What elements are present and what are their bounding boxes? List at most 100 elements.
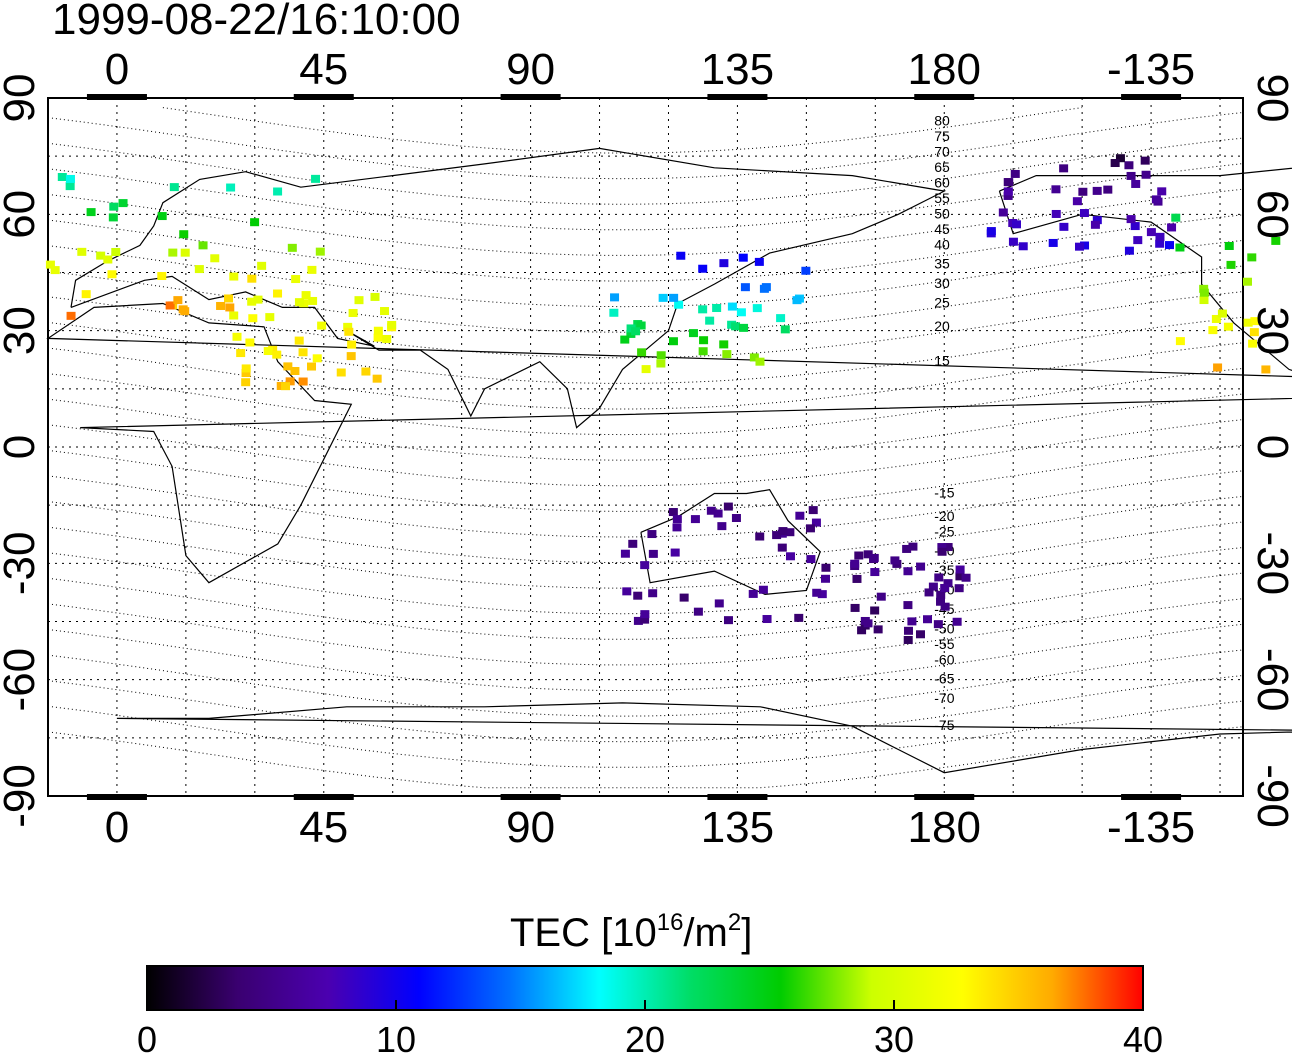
tec-observation (738, 253, 748, 262)
tec-observation (754, 257, 764, 266)
tec-observation (854, 551, 864, 560)
tec-observation (806, 555, 816, 564)
tec-observation (317, 321, 327, 330)
bottom-longitude-tick: 135 (701, 803, 774, 852)
tec-observation (820, 574, 830, 583)
contour-label: -25 (934, 523, 954, 539)
tec-observation (690, 515, 700, 524)
right-latitude-axis: 90 60 30 0 -30 -60 -90 (1248, 74, 1292, 828)
tec-observation (1146, 228, 1156, 237)
contour-label: 60 (934, 174, 950, 190)
tec-observation (668, 508, 678, 517)
tec-observation (291, 275, 301, 284)
tec-observation (863, 550, 873, 559)
tec-observation (253, 295, 263, 304)
tec-observation (795, 511, 805, 520)
tec-observation (247, 274, 257, 283)
tec-observation (241, 364, 251, 373)
tec-observation (916, 562, 926, 571)
tec-observation (348, 308, 358, 317)
tec-observation (1250, 317, 1260, 326)
tec-observation (672, 515, 682, 524)
tec-observation (1092, 186, 1102, 195)
tec-observation (257, 261, 267, 270)
tec-observation (633, 591, 643, 600)
tec-observation (903, 626, 913, 635)
axis-tick-bar (86, 94, 147, 100)
tec-observation (1126, 215, 1136, 224)
tec-observation (294, 298, 304, 307)
tec-observation (1151, 195, 1161, 204)
tec-observation (740, 283, 750, 292)
tec-observation (1059, 222, 1069, 231)
tec-observation (923, 615, 933, 624)
tec-observation (731, 514, 741, 523)
tec-observation (870, 606, 880, 615)
tec-observation (168, 248, 178, 257)
tec-observation (937, 547, 947, 556)
contour-label: -70 (934, 690, 954, 706)
tec-observation (758, 585, 768, 594)
tec-observation (850, 559, 860, 568)
left-latitude-tick: 0 (0, 435, 44, 459)
contour-label: -20 (934, 508, 954, 524)
left-latitude-tick: 90 (0, 74, 44, 123)
left-latitude-axis: 90 60 30 0 -30 -60 -90 (0, 74, 44, 828)
right-latitude-tick: 90 (1248, 74, 1292, 123)
tec-observation (698, 264, 708, 273)
tec-observation (65, 174, 75, 183)
tec-observation (609, 308, 619, 317)
tec-observation (118, 199, 128, 208)
tec-observation (1247, 253, 1257, 262)
colorbar-ticks: 0 10 20 30 40 (137, 1000, 1163, 1057)
tec-observation (308, 296, 318, 305)
right-latitude-tick: 60 (1248, 190, 1292, 239)
tec-observation (1004, 178, 1014, 187)
tec-observation (298, 377, 308, 386)
colorbar: TEC [1016/m2] 0 10 20 30 40 (137, 909, 1163, 1057)
tec-observation (850, 603, 860, 612)
bottom-longitude-tick: 45 (299, 803, 348, 852)
tec-observation (785, 552, 795, 561)
bottom-longitude-tick: 180 (908, 803, 981, 852)
tec-observation (628, 539, 638, 548)
tec-observation (648, 549, 658, 558)
contour-label: 65 (934, 159, 950, 175)
tec-observation (1157, 187, 1167, 196)
tec-observation (157, 212, 167, 221)
right-latitude-tick: -30 (1248, 532, 1292, 596)
tec-observation (1226, 260, 1236, 269)
tec-observation (778, 527, 788, 536)
tec-observation (45, 260, 55, 269)
tec-observation (647, 530, 657, 539)
tec-observation (869, 553, 879, 562)
tec-observation (640, 615, 650, 624)
tec-observation (640, 561, 650, 570)
tec-observation (1126, 171, 1136, 180)
tec-observation (169, 183, 179, 192)
right-latitude-tick: 30 (1248, 306, 1292, 355)
axis-tick-bar (1121, 794, 1182, 800)
tec-observation (714, 599, 724, 608)
tec-observation (382, 334, 392, 343)
tec-observation (380, 307, 390, 316)
tec-observation (1167, 223, 1177, 232)
tec-observation (915, 630, 925, 639)
tec-observation (648, 589, 658, 598)
tec-observation (658, 293, 668, 302)
tec-observation (1092, 216, 1102, 225)
tec-observation (1110, 159, 1120, 168)
tec-observation (755, 357, 765, 366)
tec-observation (890, 556, 900, 565)
tec-observation (759, 284, 769, 293)
magnetic-contour (47, 726, 1244, 789)
tec-observation (1199, 296, 1209, 305)
tec-observation (370, 292, 380, 301)
tec-observation (1130, 222, 1140, 231)
tec-observation (749, 353, 759, 362)
contour-label: 30 (934, 275, 950, 291)
tec-observation (354, 296, 364, 305)
colorbar-tick-label: 20 (625, 1019, 665, 1057)
tec-observation (955, 565, 965, 574)
